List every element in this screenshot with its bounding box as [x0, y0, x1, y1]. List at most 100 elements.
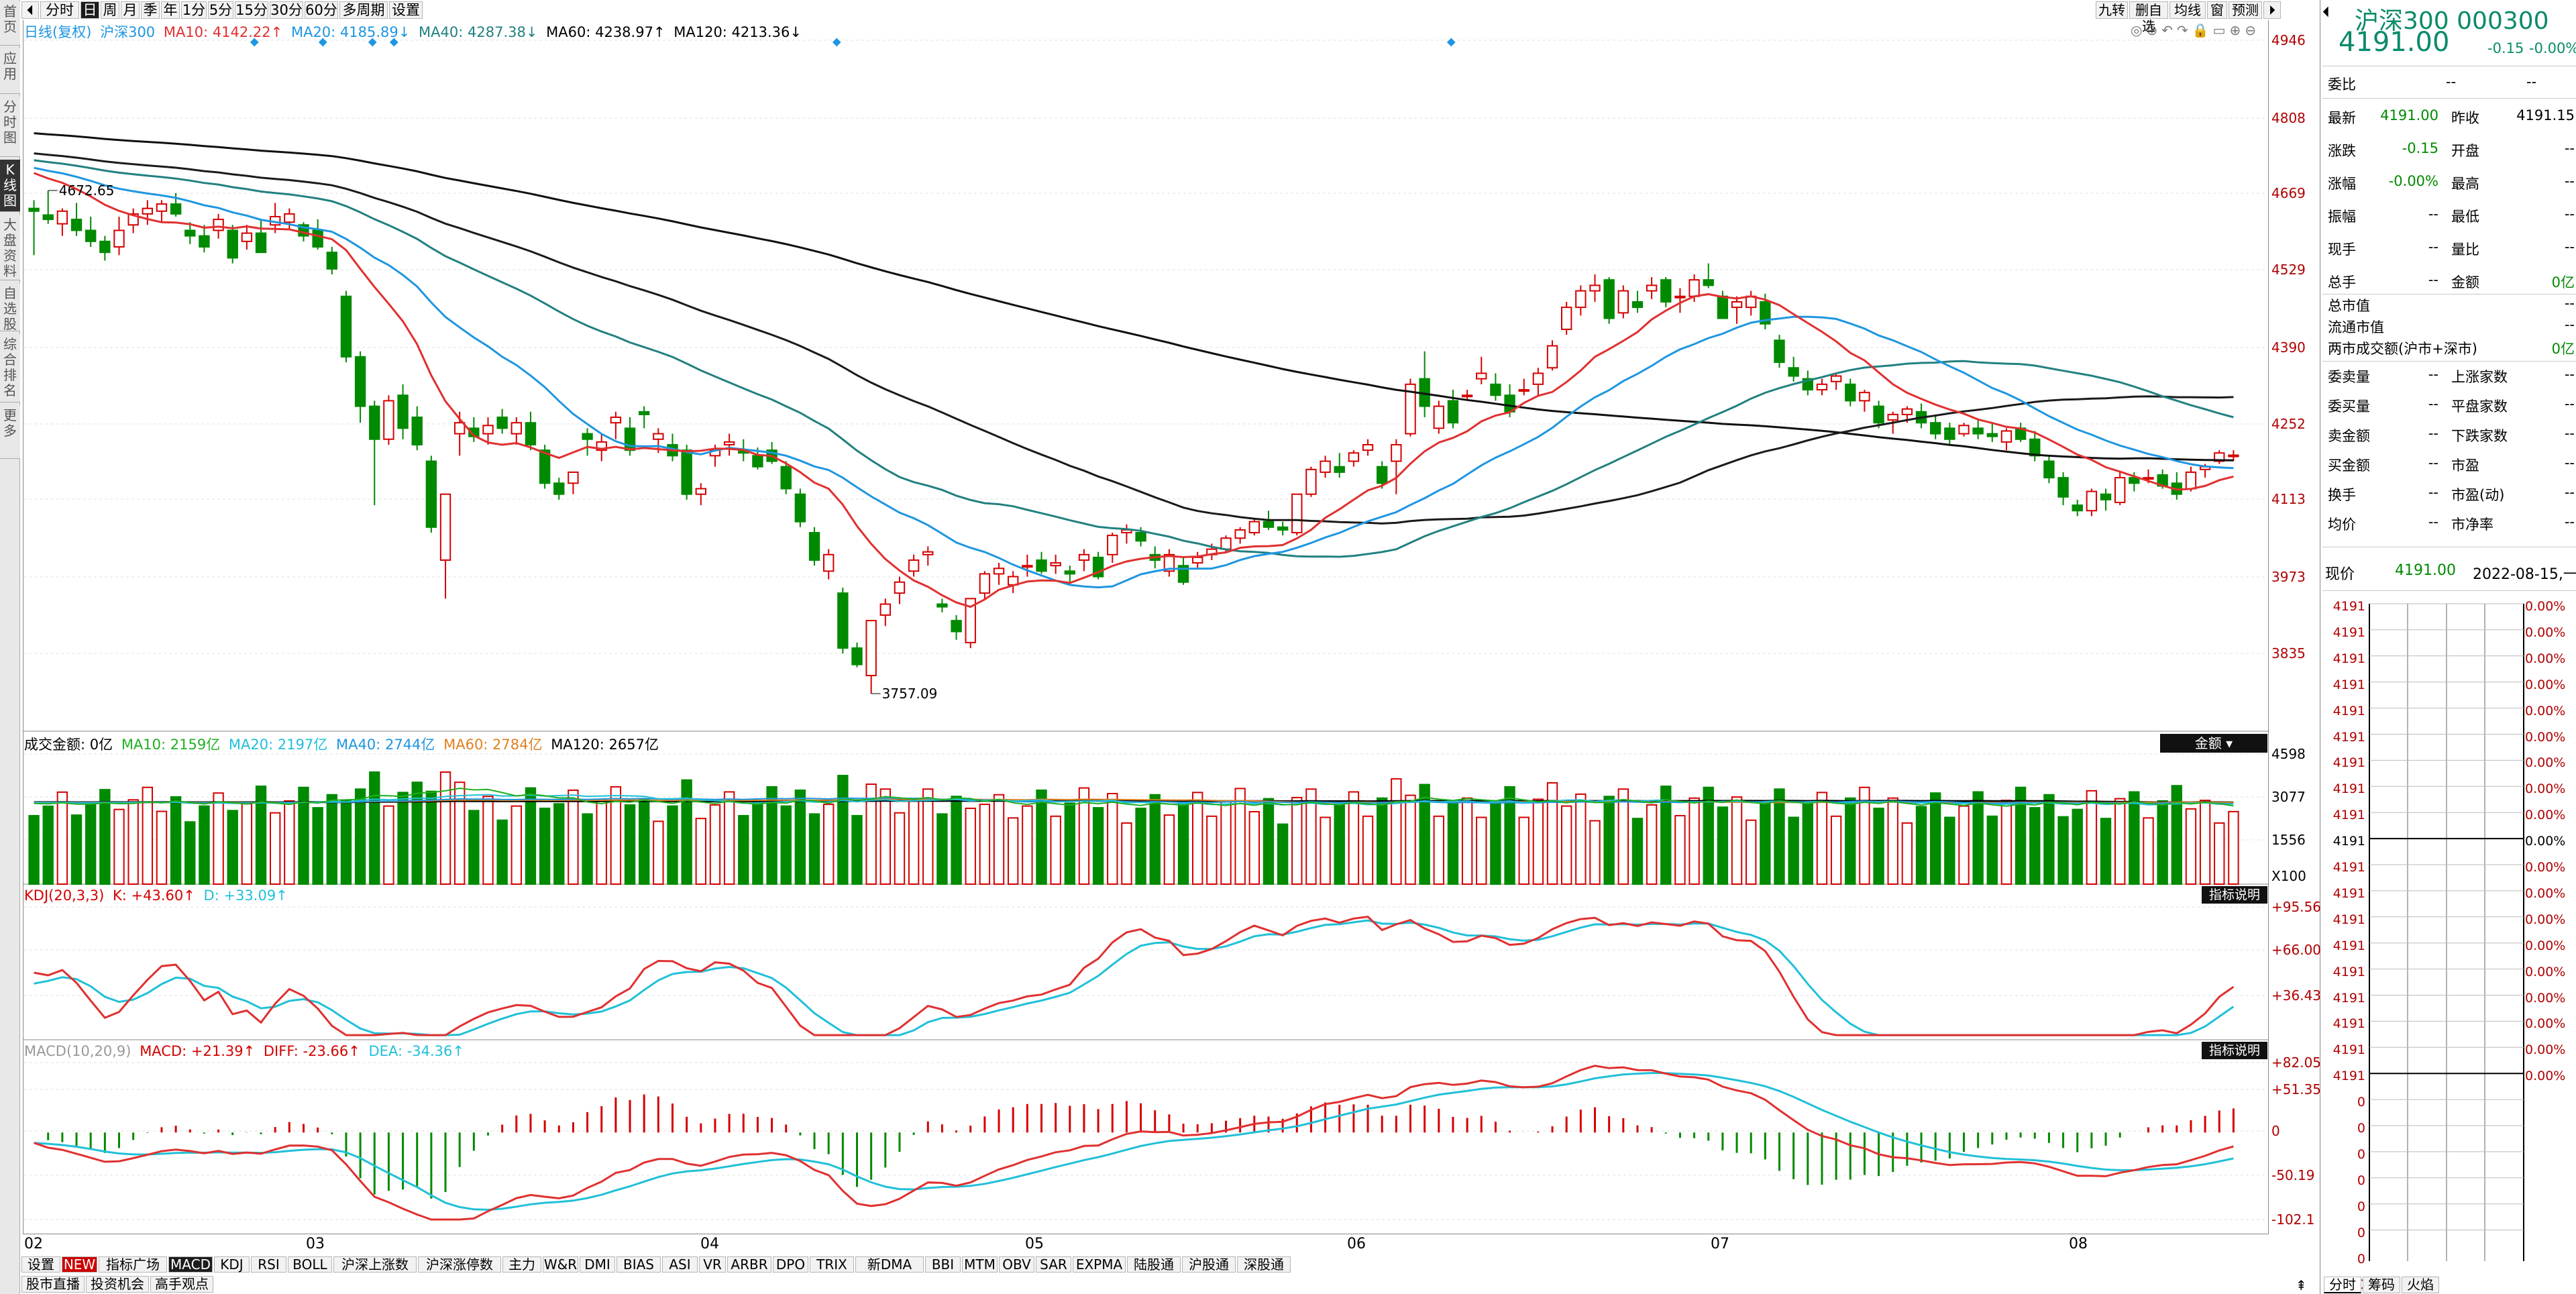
- candle-body: [1036, 559, 1047, 572]
- volume-bar: [369, 771, 380, 885]
- period-tab-10[interactable]: 60分: [305, 1, 338, 19]
- period-tab-9[interactable]: 30分: [270, 1, 303, 19]
- quote-label: 上涨家数: [2451, 369, 2508, 385]
- quote-label: 开盘: [2451, 143, 2479, 159]
- indicator-tab-13[interactable]: ASI: [662, 1256, 698, 1273]
- indicator-tab-11[interactable]: DMI: [580, 1256, 615, 1273]
- quote-label: 最新: [2328, 110, 2356, 126]
- left-nav-item-0[interactable]: 首页: [0, 1, 20, 46]
- indicator-tab-4[interactable]: KDJ: [214, 1256, 250, 1273]
- indicator-tab-22[interactable]: SAR: [1036, 1256, 1071, 1273]
- indicator-tab-9[interactable]: 主力: [502, 1256, 541, 1273]
- collapse-icon[interactable]: ⏵: [2263, 1, 2281, 19]
- indicator-tab-14[interactable]: VR: [699, 1256, 726, 1273]
- indicator-tab-2[interactable]: 指标广场: [99, 1256, 167, 1273]
- candle-body: [1405, 383, 1416, 435]
- period-tab-4[interactable]: 季: [141, 1, 160, 19]
- bottom-tab-0[interactable]: 股市直播: [21, 1276, 85, 1293]
- chart-toolbar-icons[interactable]: ◎⊕↶↷🔒▭⊕⊖: [2131, 22, 2261, 38]
- left-nav-item-2[interactable]: 分时图: [0, 97, 20, 157]
- macd-diff: DIFF: -23.66↑: [263, 1043, 360, 1059]
- candle-body: [1320, 460, 1331, 473]
- volume-bar: [199, 805, 210, 885]
- quote-row: 最新 4191.00 昨收 4191.15: [2325, 99, 2576, 131]
- volume-bar: [766, 786, 777, 885]
- candle-body: [936, 603, 948, 608]
- indicator-tab-23[interactable]: EXPMA: [1073, 1256, 1126, 1273]
- indicator-tab-26[interactable]: 深股通: [1237, 1256, 1291, 1273]
- indicator-tab-15[interactable]: ARBR: [727, 1256, 771, 1273]
- mini-timeshare-chart[interactable]: [2322, 590, 2576, 1275]
- volume-bar: [1022, 805, 1033, 885]
- candle-body: [553, 482, 565, 495]
- indicator-tab-24[interactable]: 陆股通: [1127, 1256, 1181, 1273]
- macd-info-button[interactable]: 指标说明: [2202, 1042, 2267, 1059]
- left-nav-item-7[interactable]: 更多: [0, 405, 20, 459]
- left-nav-item-6[interactable]: 综合排名: [0, 334, 20, 402]
- left-nav-item-3[interactable]: K线图: [0, 160, 20, 212]
- period-tab-8[interactable]: 15分: [235, 1, 268, 19]
- indicator-tab-21[interactable]: OBV: [999, 1256, 1034, 1273]
- candle-body: [99, 240, 111, 254]
- candle-body: [951, 620, 962, 633]
- quote-label: 委买量: [2328, 398, 2370, 415]
- mcap-label: 两市成交额(沪市+深市): [2328, 341, 2477, 357]
- volume-bar: [28, 814, 40, 885]
- kdj-info-button[interactable]: 指标说明: [2202, 886, 2267, 904]
- indicator-tab-5[interactable]: RSI: [251, 1256, 286, 1273]
- period-tab-3[interactable]: 月: [121, 1, 140, 19]
- back-arrow-icon[interactable]: ⏴: [21, 1, 39, 19]
- bottom-tab-1[interactable]: 投资机会: [86, 1276, 149, 1293]
- indicator-tab-20[interactable]: MTM: [962, 1256, 998, 1273]
- tool-2[interactable]: 均线: [2169, 1, 2206, 19]
- period-tab-2[interactable]: 周: [101, 1, 119, 19]
- tool-4[interactable]: 预测: [2229, 1, 2262, 19]
- amount-badge[interactable]: 金额 ▾: [2160, 734, 2267, 753]
- indicator-tab-19[interactable]: BBI: [925, 1256, 961, 1273]
- volume-bar: [2185, 808, 2197, 885]
- expand-icon[interactable]: ⇞: [2296, 1277, 2307, 1293]
- quote-tab-0[interactable]: 分时: [2324, 1277, 2361, 1293]
- indicator-tab-17[interactable]: TRIX: [810, 1256, 854, 1273]
- indicator-tab-3[interactable]: MACD: [168, 1256, 213, 1273]
- tool-1[interactable]: 删自选: [2129, 1, 2168, 34]
- indicator-tab-10[interactable]: W&R: [543, 1256, 578, 1273]
- left-nav-item-1[interactable]: 应用: [0, 48, 20, 94]
- indicator-tab-6[interactable]: BOLL: [288, 1256, 332, 1273]
- indicator-tab-12[interactable]: BIAS: [616, 1256, 661, 1273]
- volume-bar: [383, 805, 394, 885]
- bottom-tab-2[interactable]: 高手观点: [150, 1276, 213, 1293]
- volume-bar: [2086, 790, 2098, 885]
- period-tab-6[interactable]: 1分: [181, 1, 207, 19]
- period-tab-11[interactable]: 多周期: [339, 1, 388, 19]
- tool-0[interactable]: 九转: [2096, 1, 2128, 19]
- indicator-tab-25[interactable]: 沪股通: [1182, 1256, 1236, 1273]
- left-nav-item-5[interactable]: 自选股: [0, 283, 20, 332]
- quote-tab-1[interactable]: 筹码: [2363, 1277, 2400, 1293]
- quote-arrow-icon[interactable]: ⏴: [2322, 4, 2330, 21]
- period-tab-7[interactable]: 5分: [208, 1, 233, 19]
- candle-body: [369, 405, 380, 440]
- left-nav-item-4[interactable]: 大盘资料: [0, 215, 20, 280]
- volume-legend: 成交金额: 0亿 MA10: 2159亿 MA20: 2197亿 MA40: 2…: [24, 734, 663, 754]
- candle-body: [1589, 284, 1601, 292]
- mini-pct-tick: 0.00%: [2525, 625, 2566, 640]
- period-tab-5[interactable]: 年: [161, 1, 180, 19]
- indicator-tab-7[interactable]: 沪深上涨数: [333, 1256, 417, 1273]
- event-markers[interactable]: [250, 38, 1456, 47]
- indicator-tab-1[interactable]: NEW: [62, 1256, 97, 1273]
- indicator-tab-0[interactable]: 设置: [21, 1256, 60, 1273]
- period-tab-0[interactable]: 分时: [40, 1, 79, 19]
- weibi-value2: --: [2526, 74, 2537, 90]
- quote-tab-2[interactable]: 火焰: [2402, 1277, 2439, 1293]
- tool-3[interactable]: 窗: [2207, 1, 2227, 19]
- period-tab-12[interactable]: 设置: [389, 1, 423, 19]
- volume-bar: [439, 771, 451, 885]
- candle-body: [213, 219, 224, 231]
- period-tab-1[interactable]: 日: [80, 1, 99, 19]
- indicator-tab-18[interactable]: 新DMA: [855, 1256, 924, 1273]
- volume-bar: [596, 799, 607, 885]
- indicator-tab-8[interactable]: 沪深涨停数: [418, 1256, 501, 1273]
- indicator-tab-16[interactable]: DPO: [773, 1256, 808, 1273]
